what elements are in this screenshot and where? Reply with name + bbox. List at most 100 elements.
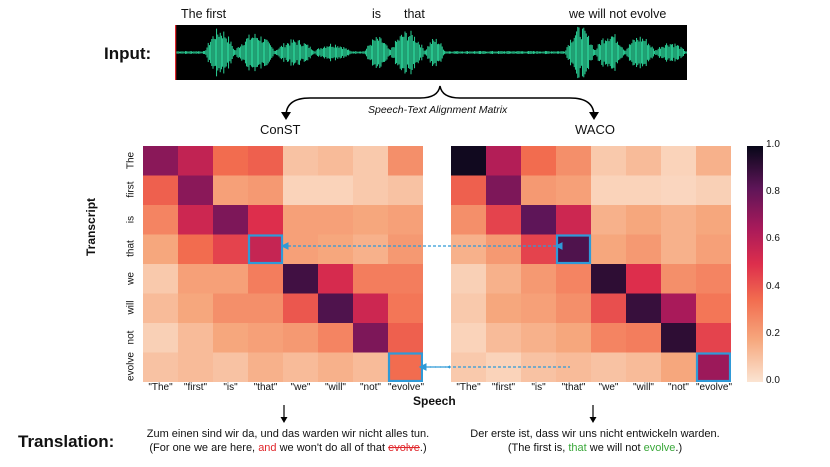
const-cell-r4-c4 xyxy=(283,264,319,294)
waco-cell-r2-c2 xyxy=(521,205,557,235)
waco-cell-r4-c1 xyxy=(486,264,522,294)
colorbar xyxy=(747,146,763,382)
waco-col-label-6: "not" xyxy=(667,382,689,393)
waco-cell-r3-c7 xyxy=(696,234,731,265)
const-cell-r0-c1 xyxy=(178,146,214,176)
left-matrix-title: ConST xyxy=(260,122,301,137)
waveform-word-is: is xyxy=(372,7,382,21)
const-cell-r0-c0 xyxy=(143,146,179,176)
const-cell-r6-c5 xyxy=(318,323,354,353)
const-cell-r4-c6 xyxy=(353,264,389,294)
waco-cell-r6-c2 xyxy=(521,323,557,353)
colorbar-tick-0: 1.0 xyxy=(766,139,780,150)
const-cell-r4-c5 xyxy=(318,264,354,294)
const-cell-r7-c3 xyxy=(248,352,284,382)
colorbar-tick-1: 0.8 xyxy=(766,186,780,198)
waco-col-label-0: "The" xyxy=(456,382,481,393)
x-axis-label: Speech xyxy=(413,394,456,408)
const-cell-r0-c6 xyxy=(353,146,389,176)
colorbar-tick-2: 0.6 xyxy=(766,233,780,245)
const-heatmap xyxy=(143,146,423,382)
waco-cell-r1-c2 xyxy=(521,175,557,206)
waco-cell-r4-c2 xyxy=(521,264,557,294)
waco-col-label-2: "is" xyxy=(531,382,546,393)
const-cell-r5-c1 xyxy=(178,293,214,324)
translation-label: Translation: xyxy=(18,432,115,451)
waco-cell-r2-c6 xyxy=(661,205,697,235)
row-label-7: evolve xyxy=(125,352,137,382)
waco-cell-r0-c3 xyxy=(556,146,592,176)
waco-cell-r3-c4 xyxy=(591,234,627,265)
waco-cell-r1-c4 xyxy=(591,175,627,206)
colorbar-tick-3: 0.4 xyxy=(766,280,780,292)
waco-cell-r5-c7 xyxy=(696,293,731,324)
waco-cell-r2-c0 xyxy=(451,205,487,235)
const-cell-r0-c7 xyxy=(388,146,423,176)
waco-cell-r4-c3 xyxy=(556,264,592,294)
const-cell-r2-c3 xyxy=(248,205,284,235)
waco-cell-r6-c5 xyxy=(626,323,662,353)
waco-cell-r5-c5 xyxy=(626,293,662,324)
waco-col-label-1: "first" xyxy=(491,382,516,393)
waco-cell-r5-c1 xyxy=(486,293,522,324)
right-matrix-title: WACO xyxy=(575,122,615,137)
const-cell-r1-c2 xyxy=(213,175,249,206)
waveform-signal xyxy=(176,26,687,79)
waco-cell-r0-c4 xyxy=(591,146,627,176)
const-cell-r7-c0 xyxy=(143,352,179,382)
waco-cell-r7-c5 xyxy=(626,352,662,382)
waco-cell-r4-c7 xyxy=(696,264,731,294)
waco-cell-r0-c5 xyxy=(626,146,662,176)
const-cell-r1-c1 xyxy=(178,175,214,206)
waco-cell-r6-c1 xyxy=(486,323,522,353)
left-translation-english: (For one we are here, and we won't do al… xyxy=(149,442,427,454)
waco-cell-r0-c1 xyxy=(486,146,522,176)
const-cell-r7-c4 xyxy=(283,352,319,382)
const-cell-r2-c7 xyxy=(388,205,423,235)
const-cell-r7-c1 xyxy=(178,352,214,382)
const-cell-r4-c2 xyxy=(213,264,249,294)
const-cell-r2-c2 xyxy=(213,205,249,235)
const-cell-r2-c1 xyxy=(178,205,214,235)
connector-evolve-arrows xyxy=(418,363,450,371)
waco-cell-r3-c5 xyxy=(626,234,662,265)
waco-cell-r1-c5 xyxy=(626,175,662,206)
const-col-label-3: "that" xyxy=(253,382,278,393)
waco-cell-r0-c6 xyxy=(661,146,697,176)
const-cell-r3-c0 xyxy=(143,234,179,265)
waco-cell-r6-c3 xyxy=(556,323,592,353)
waco-cell-r4-c4 xyxy=(591,264,627,294)
colorbar-tick-5: 0.0 xyxy=(766,375,780,386)
waco-cell-r5-c6 xyxy=(661,293,697,324)
const-col-label-5: "will" xyxy=(325,382,346,393)
const-col-label-7: "evolve" xyxy=(388,382,425,393)
const-cell-r3-c1 xyxy=(178,234,214,265)
waco-col-label-4: "we" xyxy=(598,382,619,393)
waco-col-label-7: "evolve" xyxy=(696,382,733,393)
waco-cell-r1-c0 xyxy=(451,175,487,206)
waco-col-label-3: "that" xyxy=(561,382,586,393)
const-cell-r6-c2 xyxy=(213,323,249,353)
waco-cell-r1-c7 xyxy=(696,175,731,206)
waco-cell-r7-c6 xyxy=(661,352,697,382)
waco-cell-r6-c4 xyxy=(591,323,627,353)
const-cell-r2-c0 xyxy=(143,205,179,235)
waco-cell-r0-c7 xyxy=(696,146,731,176)
right-translation-english: (The first is, that we will not evolve.) xyxy=(507,442,683,454)
const-cell-r5-c7 xyxy=(388,293,423,324)
waco-cell-r1-c1 xyxy=(486,175,522,206)
y-axis-label: Transcript xyxy=(84,197,98,256)
waco-cell-r4-c5 xyxy=(626,264,662,294)
waco-cell-r3-c6 xyxy=(661,234,697,265)
waco-cell-r7-c4 xyxy=(591,352,627,382)
const-cell-r7-c2 xyxy=(213,352,249,382)
waco-cell-r2-c5 xyxy=(626,205,662,235)
brace-caption: Speech-Text Alignment Matrix xyxy=(368,104,508,116)
const-cell-r1-c5 xyxy=(318,175,354,206)
mistranslated-word: and xyxy=(258,442,277,454)
colorbar-tick-4: 0.2 xyxy=(766,327,780,339)
alignment-connectors xyxy=(280,242,570,368)
waco-cell-r5-c3 xyxy=(556,293,592,324)
waco-cell-r2-c3 xyxy=(556,205,592,235)
const-cell-r5-c0 xyxy=(143,293,179,324)
